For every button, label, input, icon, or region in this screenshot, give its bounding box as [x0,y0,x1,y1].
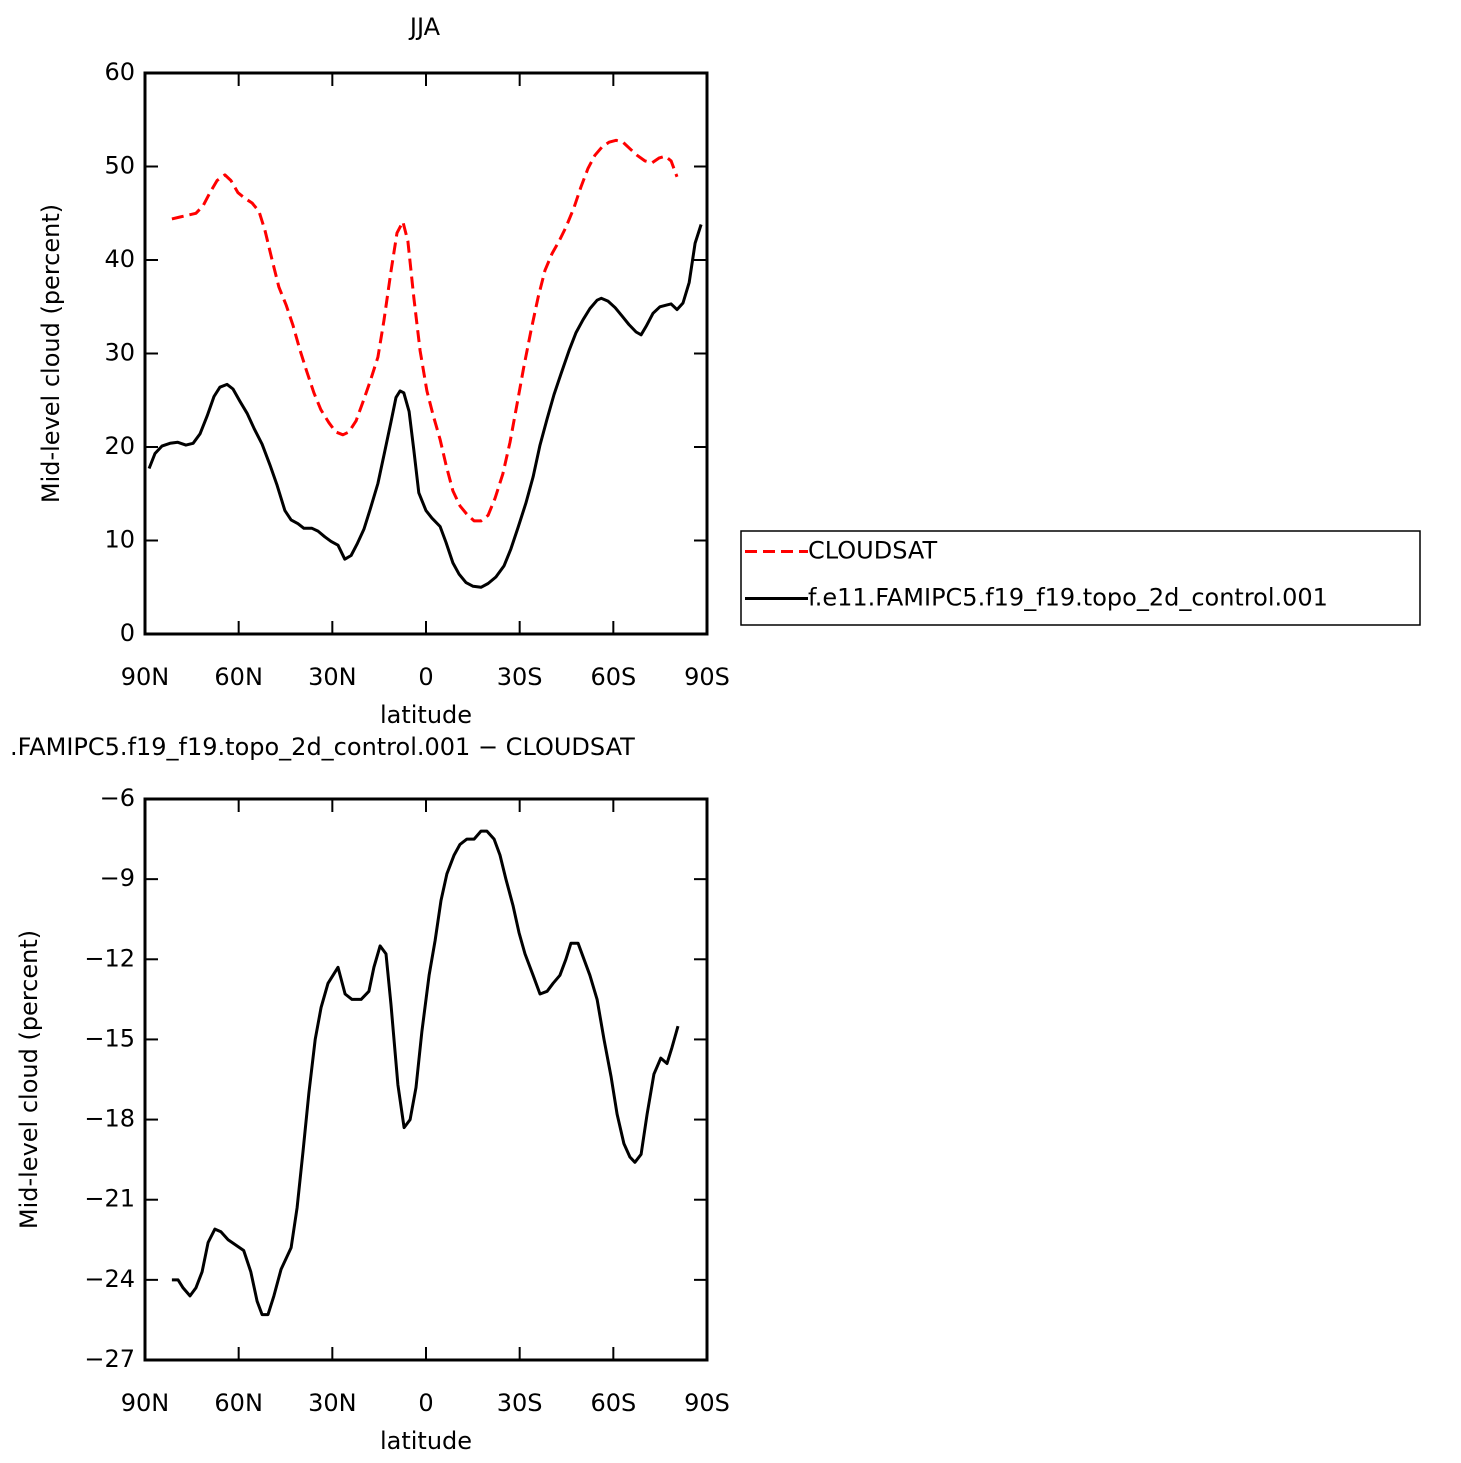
x-tick-label: 60N [214,663,263,691]
y-tick-label: −15 [84,1024,135,1052]
x-tick-label: 90N [121,1389,170,1417]
y-axis-label: Mid-level cloud (percent) [37,204,65,503]
chart-title: JJA [408,13,441,41]
y-tick-label: −18 [84,1105,135,1133]
y-tick-label: 40 [104,245,135,273]
plot-frame [143,71,709,636]
y-tick-label: −9 [100,864,135,892]
x-tick-label: 30S [497,1389,543,1417]
x-tick-label: 60S [590,1389,636,1417]
data-line [171,829,680,1317]
data-line [147,224,703,589]
y-tick-label: 20 [104,432,135,460]
x-tick-label: 60S [590,663,636,691]
x-tick-label: 30N [308,663,357,691]
x-tick-label: 60N [214,1389,263,1417]
y-tick-label: 50 [104,152,135,180]
x-axis-label: latitude [380,701,472,729]
y-tick-label: 60 [104,58,135,86]
chart-title: .FAMIPC5.f19_f19.topo_2d_control.001 − C… [10,733,635,761]
x-tick-label: 90S [684,1389,730,1417]
x-tick-label: 30N [308,1389,357,1417]
y-tick-label: −27 [84,1345,135,1373]
x-tick-label: 0 [418,1389,433,1417]
y-tick-label: 10 [104,526,135,554]
y-tick-label: −24 [84,1265,135,1293]
y-tick-label: −12 [84,944,135,972]
y-tick-label: 30 [104,339,135,367]
y-tick-label: −21 [84,1185,135,1213]
y-tick-label: −6 [100,784,135,812]
legend-label: CLOUDSAT [808,537,937,565]
y-axis-label: Mid-level cloud (percent) [15,930,43,1229]
y-tick-label: 0 [120,619,135,647]
data-line [171,138,679,523]
legend-label: f.e11.FAMIPC5.f19_f19.topo_2d_control.00… [808,584,1328,612]
plot-frame [143,797,709,1362]
x-tick-label: 0 [418,663,433,691]
x-tick-label: 90N [121,663,170,691]
x-axis-label: latitude [380,1427,472,1455]
x-tick-label: 30S [497,663,543,691]
x-tick-label: 90S [684,663,730,691]
legend-box [740,530,1421,626]
